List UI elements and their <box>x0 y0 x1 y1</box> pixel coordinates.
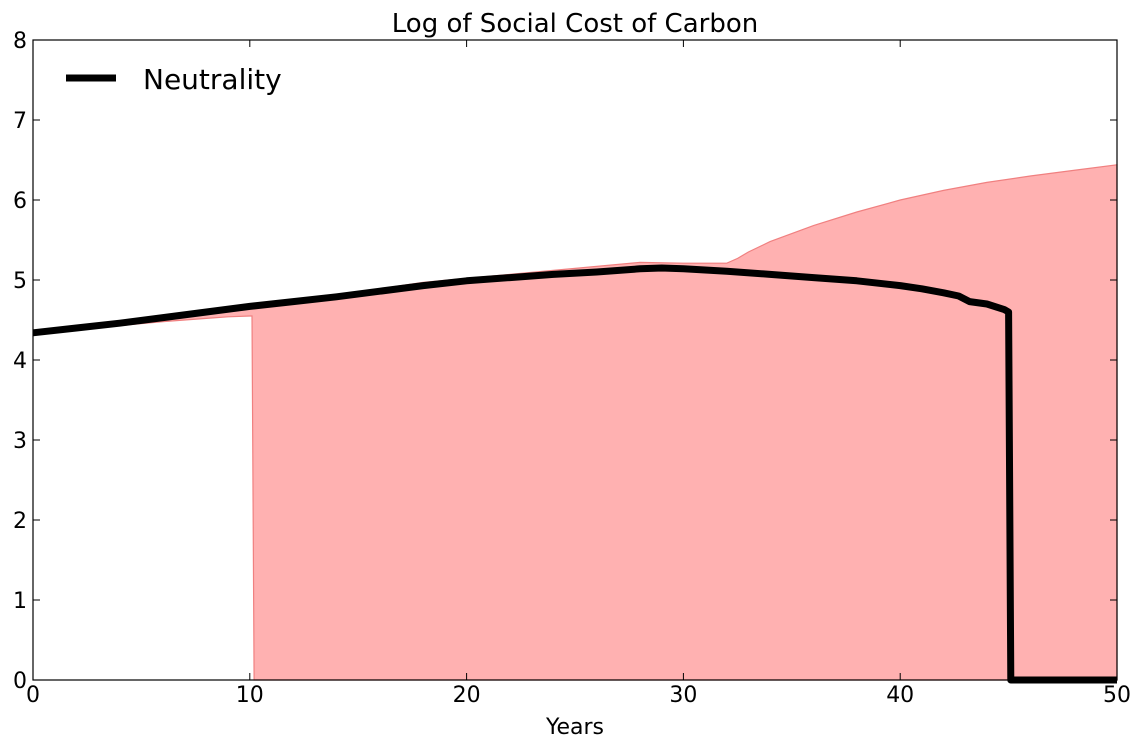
tick-layer: 0 10 20 30 40 50 0 1 2 3 4 5 6 7 8 <box>13 29 1131 708</box>
x-tick-label: 40 <box>886 683 914 708</box>
x-axis-label: Years <box>545 715 604 740</box>
x-tick-label: 50 <box>1103 683 1131 708</box>
legend: Neutrality <box>66 63 282 96</box>
y-tick-label: 8 <box>13 29 27 54</box>
y-tick-label: 4 <box>13 349 27 374</box>
x-tick-label: 0 <box>26 683 40 708</box>
chart-title: Log of Social Cost of Carbon <box>392 9 758 39</box>
x-tick-label: 10 <box>236 683 264 708</box>
y-tick-label: 5 <box>13 269 27 294</box>
y-tick-label: 0 <box>13 669 27 694</box>
y-tick-label: 7 <box>13 109 27 134</box>
legend-label-neutrality: Neutrality <box>143 63 282 96</box>
x-tick-label: 20 <box>453 683 481 708</box>
series-line-neutrality <box>32 264 1117 684</box>
y-tick-label: 3 <box>13 429 27 454</box>
x-tick-label: 30 <box>669 683 697 708</box>
y-tick-label: 6 <box>13 189 27 214</box>
y-tick-label: 2 <box>13 509 27 534</box>
y-tick-label: 1 <box>13 589 27 614</box>
series-line-layer <box>32 264 1117 684</box>
